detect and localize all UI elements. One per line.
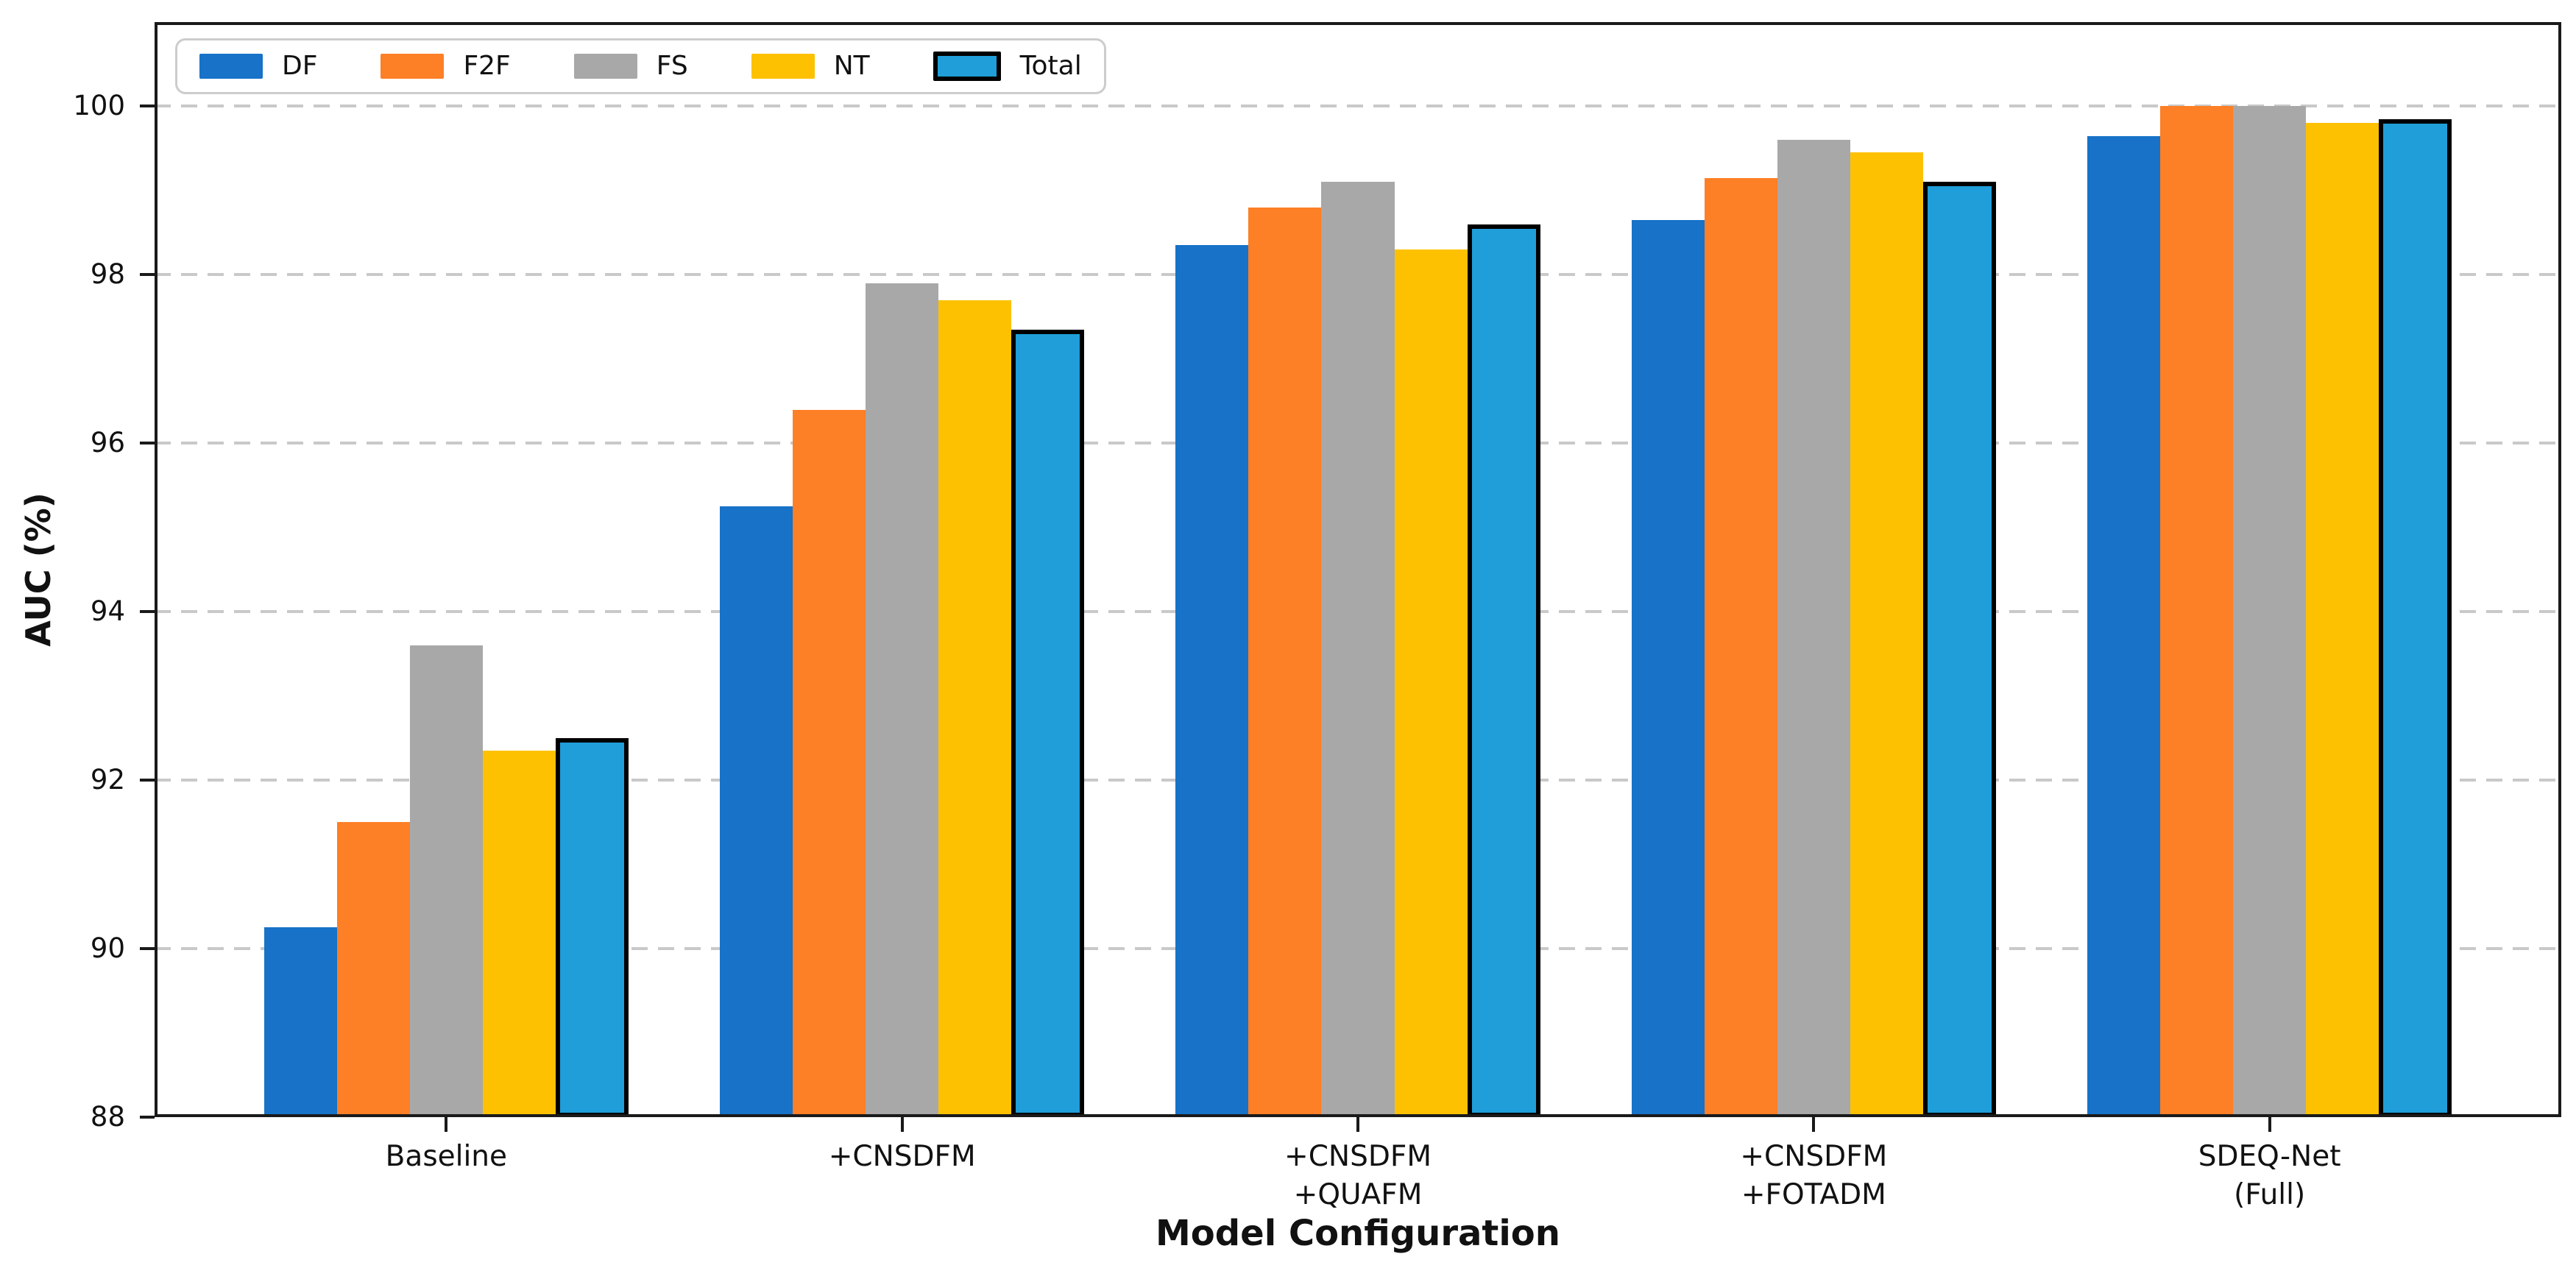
y-tick-label: 90 bbox=[90, 932, 125, 965]
x-tick-label-2: +CNSDFM bbox=[828, 1140, 976, 1173]
legend-item-f2f: F2F bbox=[381, 51, 511, 81]
legend-label-f2f: F2F bbox=[463, 51, 511, 81]
bar-fs-4 bbox=[1777, 140, 1850, 1117]
bar-df-1 bbox=[263, 927, 337, 1117]
x-tick-mark bbox=[1812, 1117, 1816, 1132]
bar-df-5 bbox=[2087, 135, 2160, 1117]
y-tick-mark bbox=[140, 947, 155, 951]
y-tick-label: 96 bbox=[90, 427, 125, 459]
x-tick-mark bbox=[2268, 1117, 2271, 1132]
bar-df-3 bbox=[1175, 245, 1249, 1117]
bar-total-2 bbox=[1011, 329, 1085, 1117]
x-tick-label-3: +CNSDFM +QUAFM bbox=[1284, 1140, 1432, 1211]
bar-f2f-2 bbox=[793, 409, 866, 1117]
legend-swatch-f2f bbox=[381, 54, 445, 79]
y-tick-mark bbox=[140, 779, 155, 782]
legend-label-total: Total bbox=[1019, 51, 1082, 81]
bar-fs-3 bbox=[1321, 182, 1395, 1117]
y-tick-mark bbox=[140, 610, 155, 614]
bar-f2f-3 bbox=[1248, 207, 1322, 1117]
bar-total-3 bbox=[1467, 224, 1540, 1117]
legend-swatch-fs bbox=[573, 54, 637, 79]
bar-total-1 bbox=[556, 737, 629, 1117]
x-tick-label-1: Baseline bbox=[385, 1140, 508, 1173]
bar-f2f-4 bbox=[1704, 177, 1777, 1117]
bar-total-5 bbox=[2379, 118, 2452, 1117]
x-tick-mark bbox=[1356, 1117, 1359, 1132]
bar-f2f-1 bbox=[336, 822, 410, 1117]
y-tick-mark bbox=[140, 105, 155, 108]
legend: DF F2F FS NT Total bbox=[175, 38, 1106, 94]
legend-swatch-df bbox=[199, 54, 263, 79]
legend-label-df: DF bbox=[282, 51, 318, 81]
bar-fs-5 bbox=[2233, 106, 2307, 1117]
y-tick-label: 100 bbox=[73, 90, 125, 122]
legend-swatch-nt bbox=[751, 54, 815, 79]
bar-nt-3 bbox=[1394, 249, 1468, 1117]
y-tick-label: 92 bbox=[90, 764, 125, 796]
x-axis-title: Model Configuration bbox=[1156, 1213, 1560, 1254]
legend-swatch-total bbox=[933, 52, 1001, 81]
y-tick-mark bbox=[140, 273, 155, 277]
bar-nt-5 bbox=[2306, 123, 2379, 1117]
y-tick-mark bbox=[140, 442, 155, 445]
bar-nt-4 bbox=[1850, 152, 1923, 1117]
bar-df-2 bbox=[719, 506, 793, 1117]
y-tick-label: 98 bbox=[90, 258, 125, 291]
legend-item-nt: NT bbox=[751, 52, 870, 81]
bar-fs-2 bbox=[866, 283, 939, 1117]
y-tick-label: 88 bbox=[90, 1101, 125, 1133]
gridline-y-100 bbox=[155, 105, 2561, 108]
x-tick-label-4: +CNSDFM +FOTADM bbox=[1740, 1140, 1888, 1211]
x-tick-label-5: SDEQ-Net (Full) bbox=[2198, 1140, 2341, 1211]
bar-fs-1 bbox=[409, 645, 483, 1117]
x-tick-mark bbox=[900, 1117, 904, 1132]
bar-total-4 bbox=[1922, 182, 1997, 1117]
bar-df-4 bbox=[1631, 219, 1705, 1117]
x-tick-mark bbox=[445, 1117, 448, 1132]
legend-item-df: DF bbox=[199, 52, 317, 81]
legend-label-nt: NT bbox=[833, 51, 870, 81]
y-tick-label: 94 bbox=[90, 595, 125, 628]
legend-label-fs: FS bbox=[656, 51, 688, 81]
y-tick-mark bbox=[140, 1116, 155, 1119]
bar-nt-2 bbox=[938, 300, 1012, 1117]
bar-nt-1 bbox=[482, 751, 556, 1117]
bar-f2f-5 bbox=[2160, 106, 2234, 1117]
legend-item-fs: FS bbox=[573, 51, 688, 81]
legend-item-total: Total bbox=[933, 52, 1082, 81]
